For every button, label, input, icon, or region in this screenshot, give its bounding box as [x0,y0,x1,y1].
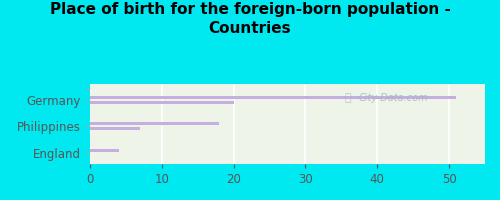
Bar [90,149,118,152]
Text: City-Data.com: City-Data.com [358,93,428,103]
Bar [90,127,140,130]
Bar [90,101,234,104]
Bar [90,96,457,99]
Text: ⓘ: ⓘ [345,93,352,103]
Bar [90,122,220,125]
Text: Place of birth for the foreign-born population -
Countries: Place of birth for the foreign-born popu… [50,2,450,36]
